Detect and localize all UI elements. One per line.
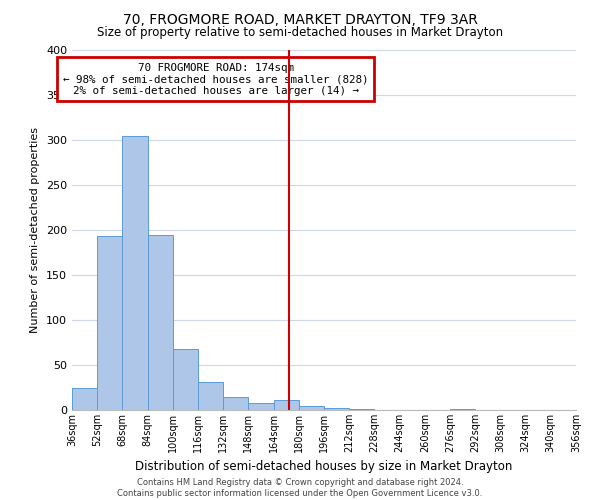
Bar [97, 236, 122, 410]
Text: Contains HM Land Registry data © Crown copyright and database right 2024.
Contai: Contains HM Land Registry data © Crown c… [118, 478, 482, 498]
Bar [72, 388, 97, 410]
Bar [173, 349, 198, 410]
Bar [324, 408, 349, 410]
Y-axis label: Number of semi-detached properties: Number of semi-detached properties [31, 127, 40, 333]
Bar [148, 236, 173, 410]
Bar [223, 396, 248, 410]
Bar [274, 400, 299, 410]
Text: Size of property relative to semi-detached houses in Market Drayton: Size of property relative to semi-detach… [97, 26, 503, 39]
Bar [122, 136, 148, 410]
Bar [576, 409, 600, 410]
Bar [248, 403, 274, 410]
X-axis label: Distribution of semi-detached houses by size in Market Drayton: Distribution of semi-detached houses by … [136, 460, 512, 473]
Bar [450, 409, 475, 410]
Bar [299, 406, 324, 410]
Bar [349, 409, 374, 410]
Bar [198, 382, 223, 410]
Text: 70, FROGMORE ROAD, MARKET DRAYTON, TF9 3AR: 70, FROGMORE ROAD, MARKET DRAYTON, TF9 3… [122, 12, 478, 26]
Text: 70 FROGMORE ROAD: 174sqm
← 98% of semi-detached houses are smaller (828)
2% of s: 70 FROGMORE ROAD: 174sqm ← 98% of semi-d… [63, 62, 368, 96]
